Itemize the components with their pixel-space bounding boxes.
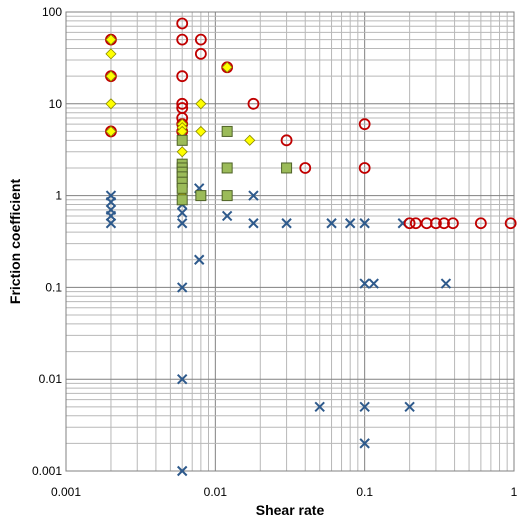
circle-marker: [447, 217, 459, 230]
cross-marker: [359, 438, 370, 449]
square-marker: [281, 162, 293, 174]
circle-marker: [176, 17, 189, 30]
square-marker: [176, 134, 188, 146]
circle-marker: [430, 217, 442, 230]
diamond-marker: [221, 61, 233, 73]
y-tick-label: 0.001: [32, 464, 62, 478]
cross-marker: [344, 218, 356, 229]
diamond-marker: [105, 98, 117, 110]
cross-marker: [314, 401, 325, 413]
cross-marker: [176, 282, 188, 293]
cross-marker: [281, 218, 292, 229]
circle-marker: [358, 162, 371, 174]
cross-marker: [368, 278, 379, 289]
circle-marker: [438, 217, 450, 230]
cross-marker: [359, 401, 370, 413]
grid-lines: [65, 12, 514, 472]
cross-marker: [176, 218, 188, 229]
diamond-marker: [195, 125, 207, 138]
cross-marker: [194, 254, 205, 265]
x-tick-label: 0.001: [51, 485, 81, 499]
x-tick-label: 1: [511, 485, 518, 499]
square-marker: [176, 182, 188, 194]
square-marker: [221, 190, 233, 202]
y-tick-label: 1: [55, 189, 62, 203]
cross-marker: [326, 218, 337, 229]
circle-marker: [280, 134, 293, 147]
square-marker: [195, 190, 207, 202]
diamond-marker: [105, 48, 117, 60]
cross-marker: [105, 218, 117, 229]
x-tick-label: 0.01: [204, 485, 228, 499]
y-axis-title: Friction coefficient: [7, 179, 23, 305]
circle-marker: [504, 217, 517, 230]
diamond-marker: [176, 146, 188, 158]
y-tick-label: 0.01: [39, 372, 63, 386]
cross-marker: [404, 401, 415, 413]
cross-marker: [248, 218, 259, 229]
diamond-marker: [105, 34, 117, 46]
cross-marker: [176, 465, 188, 477]
y-axis-tick-labels: 0.001 0.01 0.1 1 10 100: [32, 5, 62, 478]
data-markers: [105, 17, 517, 477]
x-axis-tick-labels: 0.001 0.01 0.1 1: [51, 485, 518, 499]
y-tick-label: 10: [49, 97, 63, 111]
circle-marker: [176, 97, 189, 110]
square-marker: [176, 194, 188, 206]
circle-marker: [299, 162, 312, 174]
diamond-marker: [105, 125, 117, 138]
diamond-marker: [105, 70, 117, 82]
x-axis-title: Shear rate: [256, 502, 325, 518]
plot-area-border: [65, 11, 515, 472]
circle-marker: [247, 97, 260, 110]
square-series: [176, 125, 293, 206]
cross-marker: [105, 196, 117, 208]
diamond-marker: [195, 98, 207, 110]
cross-marker: [440, 278, 452, 289]
x-tick-label: 0.1: [356, 485, 373, 499]
square-marker: [221, 125, 233, 137]
cross-marker: [359, 218, 370, 229]
circle-marker: [358, 118, 371, 131]
circle-marker: [474, 217, 487, 230]
y-tick-label: 0.1: [45, 280, 62, 294]
cross-marker: [221, 210, 233, 222]
square-marker: [221, 162, 233, 174]
circle-marker: [194, 33, 207, 46]
y-tick-label: 100: [42, 5, 62, 19]
cross-marker: [176, 373, 188, 385]
cross-marker: [248, 190, 259, 201]
cross-marker: [176, 207, 188, 218]
circle-marker: [176, 70, 189, 83]
circle-marker: [403, 217, 416, 230]
circle-marker: [194, 47, 207, 60]
diamond-marker: [244, 134, 256, 146]
cross-marker: [359, 278, 370, 289]
circle-marker: [176, 33, 189, 46]
